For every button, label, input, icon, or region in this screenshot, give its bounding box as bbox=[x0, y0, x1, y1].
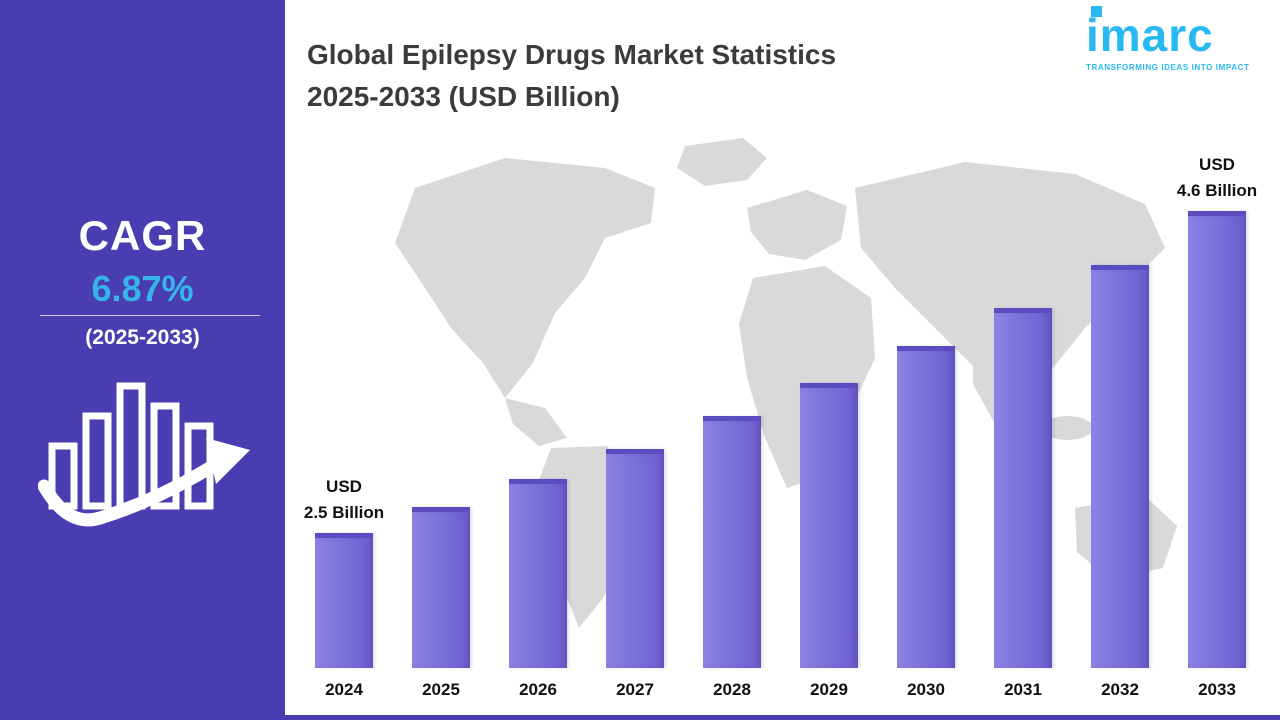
imarc-logo-wordmark: imarc bbox=[1086, 6, 1214, 61]
bar-label-year: 2032 bbox=[1101, 680, 1139, 699]
bar-chart: USD 2.5 Billion 2024 2025 2026 2027 2028 2029 20… bbox=[304, 152, 1257, 702]
bar-label-year: 2025 bbox=[422, 680, 460, 699]
bar-slot: 2025 bbox=[406, 507, 476, 702]
bar bbox=[703, 416, 761, 668]
bar-label-year: 2029 bbox=[810, 680, 848, 699]
bar bbox=[1091, 265, 1149, 668]
bar bbox=[412, 507, 470, 668]
bottom-accent-strip bbox=[285, 715, 1280, 720]
imarc-logo-tagline: TRANSFORMING IDEAS INTO IMPACT bbox=[1086, 62, 1250, 72]
cagr-divider bbox=[40, 315, 260, 316]
bar-label-year: 2033 bbox=[1198, 680, 1236, 699]
bar-label-year: 2027 bbox=[616, 680, 654, 699]
bar-label-year: 2026 bbox=[519, 680, 557, 699]
chart-title-line1: Global Epilepsy Drugs Market Statistics bbox=[307, 39, 837, 70]
cagr-sidebar: CAGR 6.87% (2025-2033) bbox=[0, 0, 285, 720]
bar-slot: 2027 bbox=[600, 449, 670, 702]
bar bbox=[509, 479, 567, 668]
bar-label-year: 2031 bbox=[1004, 680, 1042, 699]
bar bbox=[800, 383, 858, 668]
bar-annotation: USD 2.5 Billion bbox=[303, 477, 385, 522]
imarc-logo-dot-icon bbox=[1091, 6, 1102, 17]
bar-slot: 2030 bbox=[891, 346, 961, 702]
bar-slot: 2026 bbox=[503, 479, 573, 702]
bar-chart-growth-arrow-icon bbox=[37, 368, 258, 533]
chart-title: Global Epilepsy Drugs Market Statistics … bbox=[307, 34, 836, 118]
imarc-logo: imarc TRANSFORMING IDEAS INTO IMPACT bbox=[1086, 6, 1266, 72]
bar-label-year: 2024 bbox=[325, 680, 363, 699]
bar-slot: 2031 bbox=[988, 308, 1058, 702]
imarc-logo-text: imarc bbox=[1086, 9, 1214, 61]
bar-annotation: USD 4.6 Billion bbox=[1176, 155, 1258, 200]
bar-slot: 2028 bbox=[697, 416, 767, 702]
bar bbox=[897, 346, 955, 668]
bar bbox=[606, 449, 664, 668]
bar-label-year: 2028 bbox=[713, 680, 751, 699]
bar-slot: USD 4.6 Billion 2033 bbox=[1177, 152, 1257, 702]
bar bbox=[315, 533, 373, 668]
bar bbox=[1188, 211, 1246, 668]
chart-title-line2: 2025-2033 (USD Billion) bbox=[307, 81, 620, 112]
bar-label-year: 2030 bbox=[907, 680, 945, 699]
cagr-label: CAGR bbox=[78, 212, 207, 259]
cagr-value: 6.87% bbox=[91, 268, 194, 309]
bar-slot: 2029 bbox=[794, 383, 864, 702]
bar-chart-bars: USD 2.5 Billion 2024 2025 2026 2027 2028 2029 20… bbox=[304, 152, 1257, 702]
cagr-period: (2025-2033) bbox=[85, 326, 200, 349]
bar bbox=[994, 308, 1052, 668]
chart-area: Global Epilepsy Drugs Market Statistics … bbox=[285, 0, 1280, 720]
bar-slot: USD 2.5 Billion 2024 bbox=[304, 474, 384, 702]
bar-slot: 2032 bbox=[1085, 265, 1155, 702]
